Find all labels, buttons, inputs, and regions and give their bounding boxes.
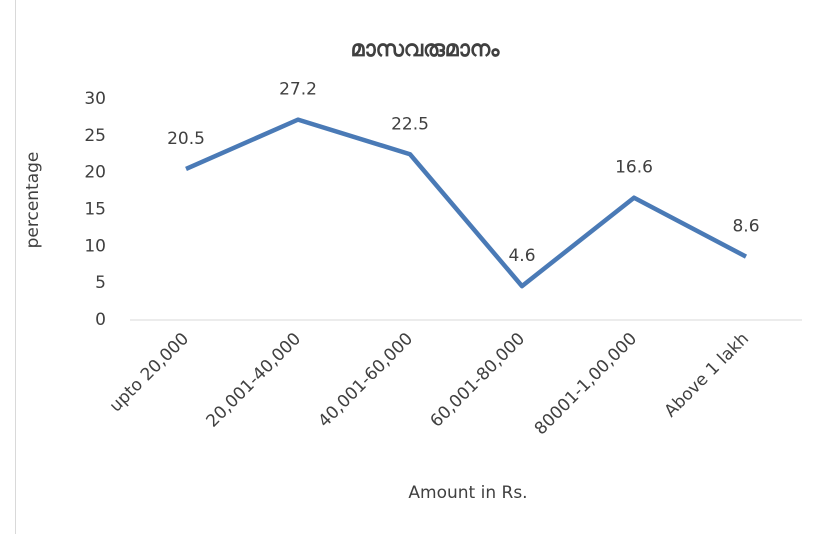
y-tick-label: 30 [84,89,106,109]
x-axis-label: Amount in Rs. [408,483,527,503]
y-tick-label: 25 [84,126,106,146]
y-tick-label: 15 [84,200,106,220]
y-tick-label: 5 [95,273,106,293]
data-label: 22.5 [391,114,429,134]
line-series [185,117,748,289]
data-label: 20.5 [167,129,205,149]
y-axis-label: percentage [23,152,43,249]
data-label: 16.6 [615,158,653,178]
y-tick-label: 10 [84,236,106,256]
data-label: 8.6 [732,217,759,237]
chart-frame [15,0,821,534]
y-tick-label: 0 [95,310,106,330]
data-label: 27.2 [279,80,317,100]
data-label: 4.6 [508,246,535,266]
y-tick-label: 20 [84,163,106,183]
chart-title: മാസവരുമാനം [351,37,500,62]
